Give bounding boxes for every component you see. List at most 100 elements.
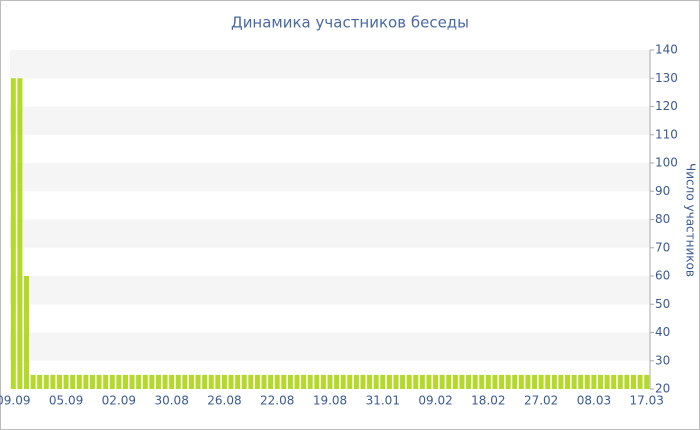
bar — [195, 374, 201, 389]
bar — [598, 374, 604, 389]
bar — [155, 374, 161, 389]
bar — [472, 374, 478, 389]
bar — [301, 374, 307, 389]
bar — [565, 374, 571, 389]
chart-title: Динамика участников беседы — [231, 14, 469, 32]
bar — [294, 374, 300, 389]
bar — [347, 374, 353, 389]
bar — [479, 374, 485, 389]
bar — [406, 374, 412, 389]
y-tick-label: 40 — [655, 325, 670, 339]
bar — [452, 374, 458, 389]
bar — [380, 374, 386, 389]
x-tick-label: 18.02 — [471, 394, 505, 408]
bar — [532, 374, 538, 389]
bar — [518, 374, 524, 389]
bar — [169, 374, 175, 389]
bar — [584, 374, 590, 389]
bar — [604, 374, 610, 389]
bar — [360, 374, 366, 389]
bar — [103, 374, 109, 389]
bar — [50, 374, 56, 389]
bar — [439, 374, 445, 389]
x-tick-label: 09.02 — [418, 394, 452, 408]
x-tick-label: 22.08 — [260, 394, 294, 408]
bar — [37, 374, 43, 389]
x-tick-label: 19.08 — [313, 394, 347, 408]
bar — [241, 374, 247, 389]
bar — [578, 374, 584, 389]
x-tick-label: 27.02 — [524, 394, 558, 408]
bar — [492, 374, 498, 389]
bar — [466, 374, 472, 389]
bar — [551, 374, 557, 389]
y-tick-label: 70 — [655, 240, 670, 254]
bar — [459, 374, 465, 389]
bar — [215, 374, 221, 389]
bar — [426, 374, 432, 389]
y-tick-label: 140 — [655, 43, 678, 57]
bar — [10, 78, 16, 389]
bar — [254, 374, 260, 389]
x-tick-label: 09.09 — [0, 394, 30, 408]
bar — [327, 374, 333, 389]
bar — [129, 374, 135, 389]
x-tick-label: 02.09 — [102, 394, 136, 408]
y-tick-label: 60 — [655, 269, 670, 283]
bar — [630, 374, 637, 389]
bar — [400, 374, 406, 389]
grid-band — [10, 219, 650, 248]
bar — [334, 374, 340, 389]
bar — [83, 374, 89, 389]
bar — [116, 374, 122, 389]
bar — [89, 374, 95, 389]
y-tick-label: 100 — [655, 156, 678, 170]
bar — [221, 374, 227, 389]
bar — [446, 374, 452, 389]
x-tick-label: 08.03 — [577, 394, 611, 408]
bar — [182, 374, 188, 389]
bar — [136, 374, 142, 389]
bar — [419, 374, 425, 389]
bar — [274, 374, 280, 389]
bar — [188, 374, 194, 389]
grid-band — [10, 106, 650, 135]
bar — [525, 374, 531, 389]
bar — [208, 374, 214, 389]
bar — [499, 374, 505, 389]
bar — [287, 374, 293, 389]
x-tick-label: 26.08 — [207, 394, 241, 408]
bar — [386, 374, 392, 389]
bar — [43, 374, 49, 389]
y-tick-label: 90 — [655, 184, 670, 198]
bar — [373, 374, 379, 389]
y-axis-label: Число участников — [684, 163, 698, 277]
bar — [307, 374, 313, 389]
x-tick-label: 30.08 — [154, 394, 188, 408]
bar — [624, 374, 630, 389]
y-tick-label: 50 — [655, 297, 670, 311]
bar — [122, 374, 128, 389]
y-tick-label: 80 — [655, 212, 670, 226]
bar — [109, 374, 115, 389]
bar — [512, 374, 518, 389]
bar — [23, 276, 30, 389]
bar — [617, 374, 623, 389]
bar — [538, 374, 544, 389]
bar — [611, 374, 617, 389]
bar — [433, 374, 439, 389]
bar — [70, 374, 76, 389]
bar — [545, 374, 551, 389]
bar — [320, 374, 326, 389]
bar — [591, 374, 597, 389]
x-tick-label: 17.03 — [630, 394, 664, 408]
bar — [505, 374, 511, 389]
x-tick-label: 05.09 — [49, 394, 83, 408]
bar — [644, 374, 650, 389]
y-tick-label: 20 — [655, 382, 670, 396]
bar — [248, 374, 254, 389]
bar — [228, 374, 234, 389]
bar — [235, 374, 241, 389]
bar — [281, 374, 287, 389]
